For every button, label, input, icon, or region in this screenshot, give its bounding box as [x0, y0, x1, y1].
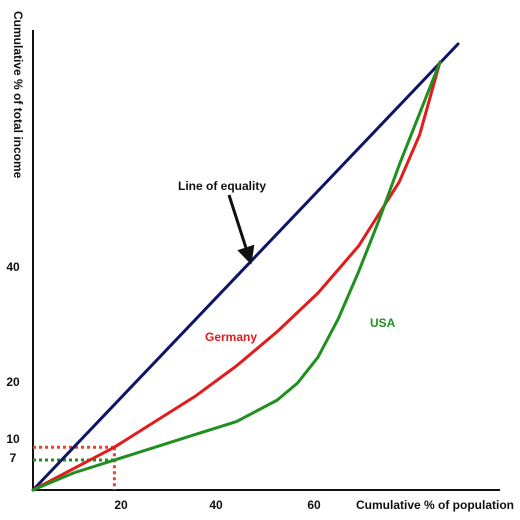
reference-lines: [33, 445, 116, 490]
germany-line: [31, 60, 442, 492]
line-of-equality-arrow: [227, 194, 255, 265]
x-axis-title: Cumulative % of population: [356, 498, 514, 512]
y-tick-20: 20: [6, 375, 20, 389]
annotations-layer: Line of equality: [178, 179, 266, 265]
labels-layer: Germany USA: [205, 316, 396, 344]
x-ticks: 20 40 60: [114, 498, 321, 512]
germany-label: Germany: [205, 330, 257, 344]
y-tick-10: 10: [6, 432, 20, 446]
series-layer: [31, 42, 460, 492]
x-tick-40: 40: [209, 498, 223, 512]
usa-label: USA: [370, 316, 396, 330]
x-tick-20: 20: [114, 498, 128, 512]
y-tick-7: 7: [10, 451, 17, 465]
y-tick-40: 40: [6, 260, 20, 274]
y-axis-title: Cumulative % of total income: [11, 11, 25, 179]
line-of-equality-annotation: Line of equality: [178, 179, 266, 193]
line-of-equality-line: [31, 42, 460, 492]
usa-line: [31, 60, 442, 492]
y-ticks: 7 10 20 40: [6, 260, 20, 465]
x-tick-60: 60: [307, 498, 321, 512]
